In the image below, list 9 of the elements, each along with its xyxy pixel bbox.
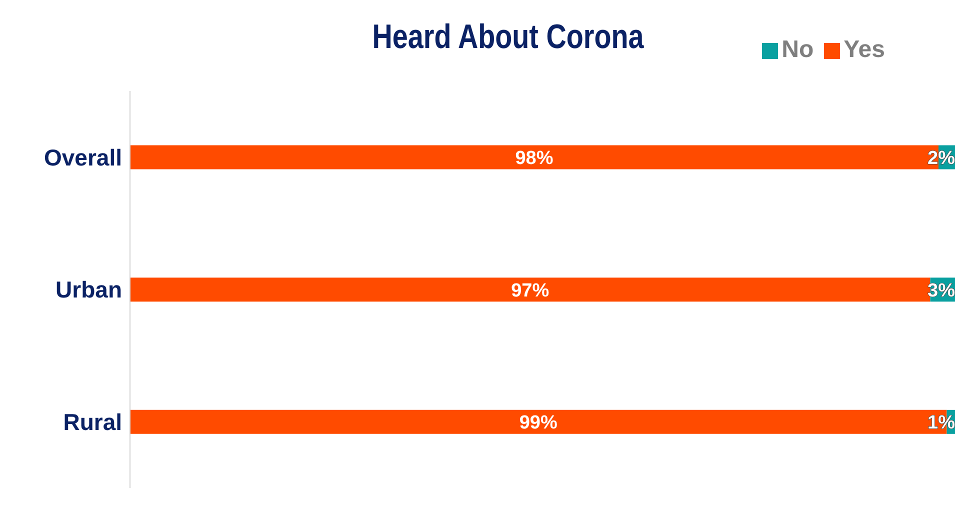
data-label: 97%: [511, 280, 550, 302]
data-label: 98%: [515, 148, 554, 169]
y-tick-label: Rural: [63, 409, 122, 435]
data-label: 99%: [519, 412, 558, 434]
y-tick-label: Overall: [44, 144, 122, 170]
legend-label: No: [782, 36, 814, 63]
y-tick-label: Urban: [56, 276, 122, 303]
chart-title: Heard About Corona: [371, 18, 645, 57]
legend-label: Yes: [844, 36, 885, 63]
